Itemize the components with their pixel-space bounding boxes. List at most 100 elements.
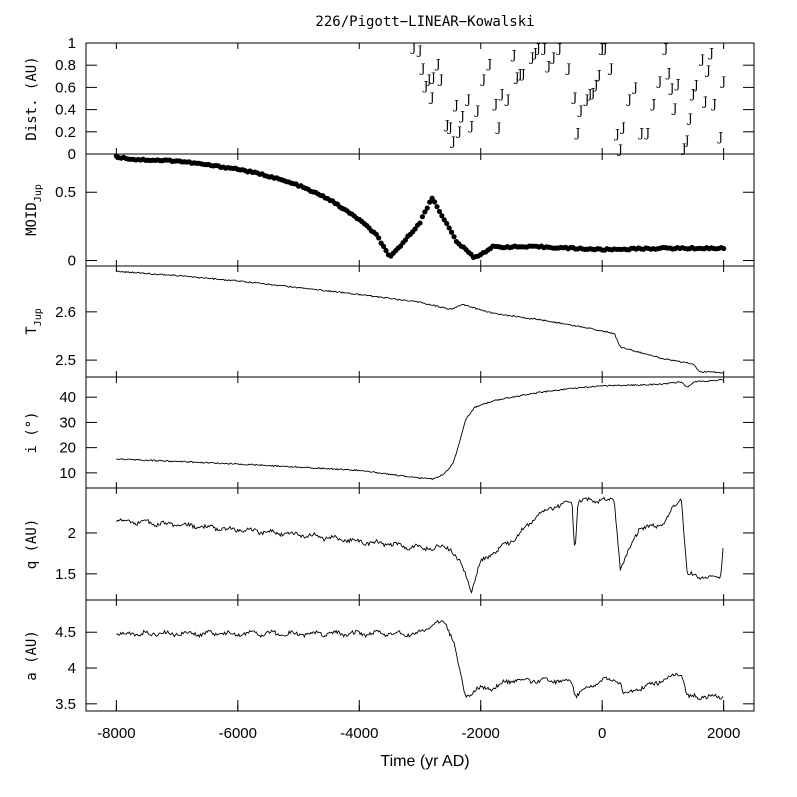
x-axis-label: Time (yr AD) [380, 753, 469, 770]
dist-marker: J [443, 118, 450, 132]
moid-point [412, 226, 418, 232]
dist-marker: J [504, 93, 511, 107]
dist-marker: J [719, 75, 726, 89]
series-line-tjup [116, 270, 724, 374]
dist-marker: J [601, 41, 608, 55]
x-tick-label: -2000 [462, 725, 500, 742]
moid-point [373, 231, 379, 237]
dist-marker: J [570, 90, 577, 104]
x-axis: -8000 -6000 -4000 -2000 0 2000 [97, 700, 740, 742]
x-tick-label: -8000 [97, 725, 135, 742]
dist-marker: J [422, 79, 429, 93]
panel-frame [85, 599, 755, 712]
dist-marker: J [428, 90, 435, 104]
panel-a: 3.5 4 4.5 a (AU) [24, 599, 755, 713]
dist-marker: J [446, 120, 453, 134]
chart-title: 226/Pigott−LINEAR−Kowalski [315, 14, 534, 30]
moid-point [417, 220, 423, 226]
panel-frame [85, 265, 755, 378]
moid-point [424, 205, 430, 211]
moid-point [380, 243, 387, 249]
moid-point [376, 235, 382, 241]
y-tick-label: 0.5 [55, 184, 76, 201]
dist-marker: J [598, 41, 605, 55]
dist-marker: J [449, 135, 456, 149]
dist-marker: J [549, 50, 556, 64]
dist-marker: J [498, 87, 505, 101]
y-tick-label: 3.5 [55, 696, 76, 713]
dist-marker: J [485, 57, 492, 71]
dist-marker: J [458, 109, 465, 123]
x-tick-label: 2000 [707, 725, 740, 742]
moid-point [441, 217, 447, 223]
dist-marker: J [701, 95, 708, 109]
dist-marker: J [416, 44, 423, 58]
y-tick-label: 0.8 [55, 57, 76, 74]
dist-marker: J [619, 120, 626, 134]
dist-marker: J [692, 78, 699, 92]
dist-marker: J [513, 70, 520, 84]
dist-marker: J [564, 61, 571, 75]
moid-point [721, 245, 727, 252]
dist-marker: J [452, 98, 459, 112]
dist-marker: J [631, 80, 638, 94]
moid-point [439, 213, 445, 219]
y-tick-label: 0.6 [55, 79, 76, 96]
dist-marker: J [707, 46, 714, 60]
panel-tjup: 2.5 2.6 TJup [24, 265, 755, 378]
y-tick-label: 2.5 [55, 352, 76, 369]
panel-frame [85, 376, 755, 489]
y-tick-label: 4.5 [55, 624, 76, 641]
y-tick-label: 1.5 [55, 566, 76, 583]
y-axis-label: MOIDJup [24, 184, 44, 236]
dist-marker: J [473, 104, 480, 118]
y-tick-label: 1 [68, 35, 76, 52]
dist-marker: J [528, 50, 535, 64]
moid-point [422, 209, 428, 215]
series-line-incl [116, 378, 724, 481]
x-tick-label: -6000 [219, 725, 257, 742]
y-axis-label: i (°) [24, 411, 40, 453]
moid-point [451, 234, 457, 240]
dist-marker: J [519, 67, 526, 81]
moid-point [429, 195, 435, 201]
dist-marker: J [492, 97, 499, 111]
moid-point [383, 247, 389, 254]
dist-marker: J [577, 104, 584, 118]
y-tick-label: 0 [68, 253, 76, 270]
series-line-q [116, 496, 724, 594]
panel-q: 1.5 2 q (AU) [24, 487, 755, 601]
dist-marker: J [662, 41, 669, 55]
dist-marker: J [583, 93, 590, 107]
dist-marker: J [625, 93, 632, 107]
x-tick-label: -4000 [340, 725, 378, 742]
y-tick-label: 20 [59, 440, 76, 457]
y-tick-label: 10 [59, 465, 76, 482]
dist-marker: J [710, 97, 717, 111]
dist-marker: J [510, 48, 517, 62]
dist-marker: J [680, 141, 687, 155]
dist-marker: J [589, 86, 596, 100]
dist-marker: J [689, 87, 696, 101]
dist-marker: J [592, 78, 599, 92]
dist-marker: J [425, 73, 432, 87]
dist-marker: J [540, 41, 547, 55]
y-axis-label: TJup [24, 308, 44, 335]
dist-marker: J [674, 77, 681, 91]
dist-marker: J [544, 59, 551, 73]
dist-marker: J [637, 126, 644, 140]
dist-marker: J [704, 64, 711, 78]
moid-point [446, 225, 452, 231]
dist-marker: J [683, 134, 690, 148]
y-axis-label: q (AU) [24, 519, 40, 570]
panel-moid: 0 0.5 MOIDJup [24, 153, 755, 270]
dist-marker: J [434, 57, 441, 71]
dist-marker: J [698, 53, 705, 67]
dist-marker: J [649, 97, 656, 111]
panel-frame [85, 487, 755, 601]
moid-point [402, 237, 409, 243]
dist-marker: J [495, 120, 502, 134]
